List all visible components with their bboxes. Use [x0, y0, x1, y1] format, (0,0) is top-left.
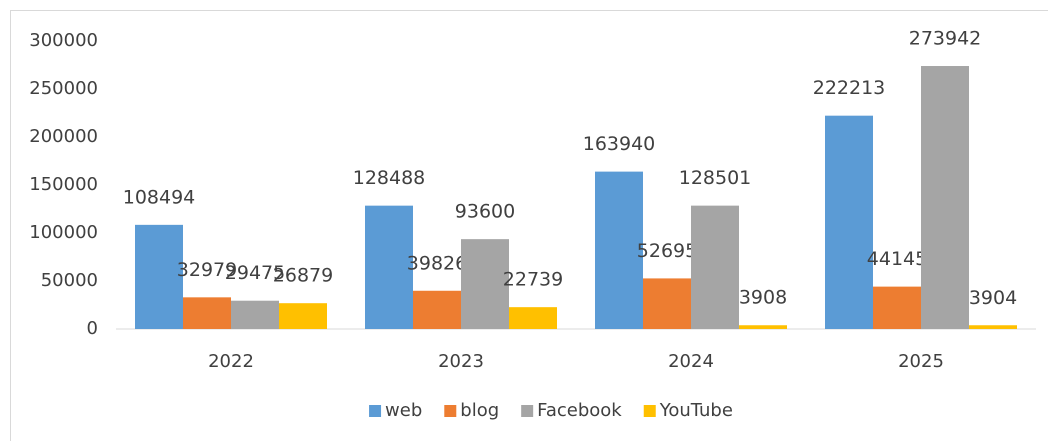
- value-label: 222213: [813, 77, 886, 99]
- bar: [279, 303, 327, 329]
- bar: [135, 224, 183, 329]
- y-tick-label: 150000: [29, 174, 98, 195]
- value-label: 273942: [909, 28, 982, 50]
- value-label: 3908: [739, 287, 787, 309]
- value-label: 93600: [455, 201, 515, 223]
- legend-item: blog: [444, 400, 499, 421]
- value-label: 3904: [969, 287, 1017, 309]
- legend-swatch: [444, 405, 457, 417]
- chart-border: [10, 10, 1048, 441]
- bar: [509, 307, 557, 329]
- legend-swatch: [369, 405, 382, 417]
- legend-swatch: [521, 405, 534, 417]
- legend-label: YouTube: [659, 400, 733, 421]
- value-label: 52695: [637, 240, 697, 262]
- bar: [921, 66, 969, 329]
- bar: [413, 290, 461, 329]
- legend-item: web: [369, 400, 422, 421]
- x-tick-label: 2022: [208, 351, 254, 372]
- bar: [365, 205, 413, 329]
- y-tick-label: 0: [87, 318, 98, 339]
- value-label: 128501: [679, 167, 752, 189]
- legend-label: blog: [460, 400, 499, 421]
- value-label: 39826: [407, 252, 467, 274]
- y-tick-label: 50000: [41, 270, 98, 291]
- legend-item: Facebook: [521, 400, 622, 421]
- bar: [873, 286, 921, 329]
- value-label: 44145: [867, 248, 927, 270]
- bar: [739, 325, 787, 329]
- value-label: 108494: [123, 186, 196, 208]
- value-label: 32979: [177, 259, 237, 281]
- legend-swatch: [643, 405, 656, 417]
- y-tick-label: 300000: [29, 30, 98, 51]
- bar: [461, 239, 509, 329]
- legend-item: YouTube: [643, 400, 733, 421]
- bar: [595, 171, 643, 329]
- y-tick-label: 250000: [29, 78, 98, 99]
- x-tick-label: 2023: [438, 351, 484, 372]
- bar: [183, 297, 231, 329]
- legend-label: Facebook: [537, 400, 622, 421]
- legend-label: web: [385, 400, 422, 421]
- bar: [969, 325, 1017, 329]
- value-label: 22739: [503, 269, 563, 291]
- x-tick-label: 2025: [898, 351, 944, 372]
- x-tick-label: 2024: [668, 351, 714, 372]
- bar: [691, 205, 739, 329]
- value-label: 26879: [273, 265, 333, 287]
- y-tick-label: 100000: [29, 222, 98, 243]
- value-label: 29475: [225, 262, 285, 284]
- value-label: 163940: [583, 133, 656, 155]
- bar: [643, 278, 691, 329]
- bar: [231, 300, 279, 329]
- bar: [825, 115, 873, 329]
- value-label: 128488: [353, 167, 426, 189]
- y-tick-label: 200000: [29, 126, 98, 147]
